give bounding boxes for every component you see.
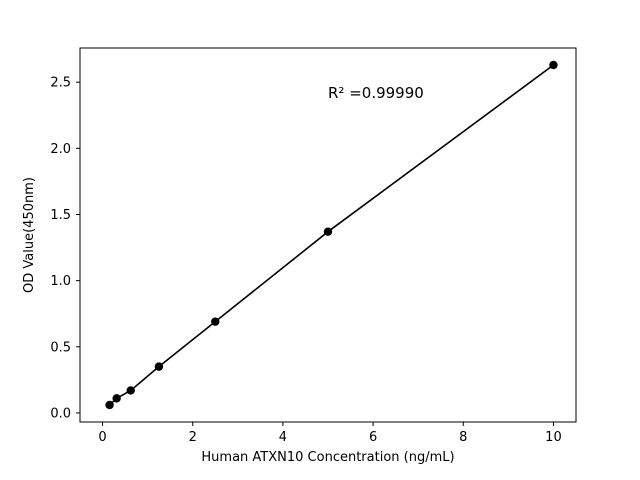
- x-tick-label: 4: [279, 430, 287, 445]
- y-tick-label: 0.5: [50, 340, 71, 355]
- y-tick-label: 1.0: [50, 274, 71, 289]
- x-tick-label: 2: [189, 430, 197, 445]
- x-axis-label: Human ATXN10 Concentration (ng/mL): [201, 450, 454, 465]
- y-tick-label: 1.5: [50, 208, 71, 223]
- data-point: [549, 60, 558, 70]
- plot-area-border: [79, 47, 577, 423]
- y-tick-label: 2.0: [50, 142, 71, 157]
- data-point: [112, 394, 121, 403]
- x-tick-label: 10: [545, 430, 562, 445]
- data-point: [211, 317, 220, 326]
- x-tick-label: 0: [98, 430, 106, 445]
- x-tick-label: 8: [459, 430, 467, 445]
- data-point: [323, 227, 333, 236]
- y-axis-label: OD Value(450nm): [22, 177, 37, 293]
- data-point: [154, 362, 164, 371]
- trend-line: [108, 64, 555, 406]
- y-tick-label: 2.5: [50, 76, 71, 91]
- y-tick-label: 0.0: [50, 406, 71, 421]
- data-point: [126, 386, 135, 395]
- x-tick-label: 6: [369, 430, 377, 445]
- data-point: [105, 400, 114, 410]
- r-squared-annotation: R² =0.99990: [328, 84, 424, 102]
